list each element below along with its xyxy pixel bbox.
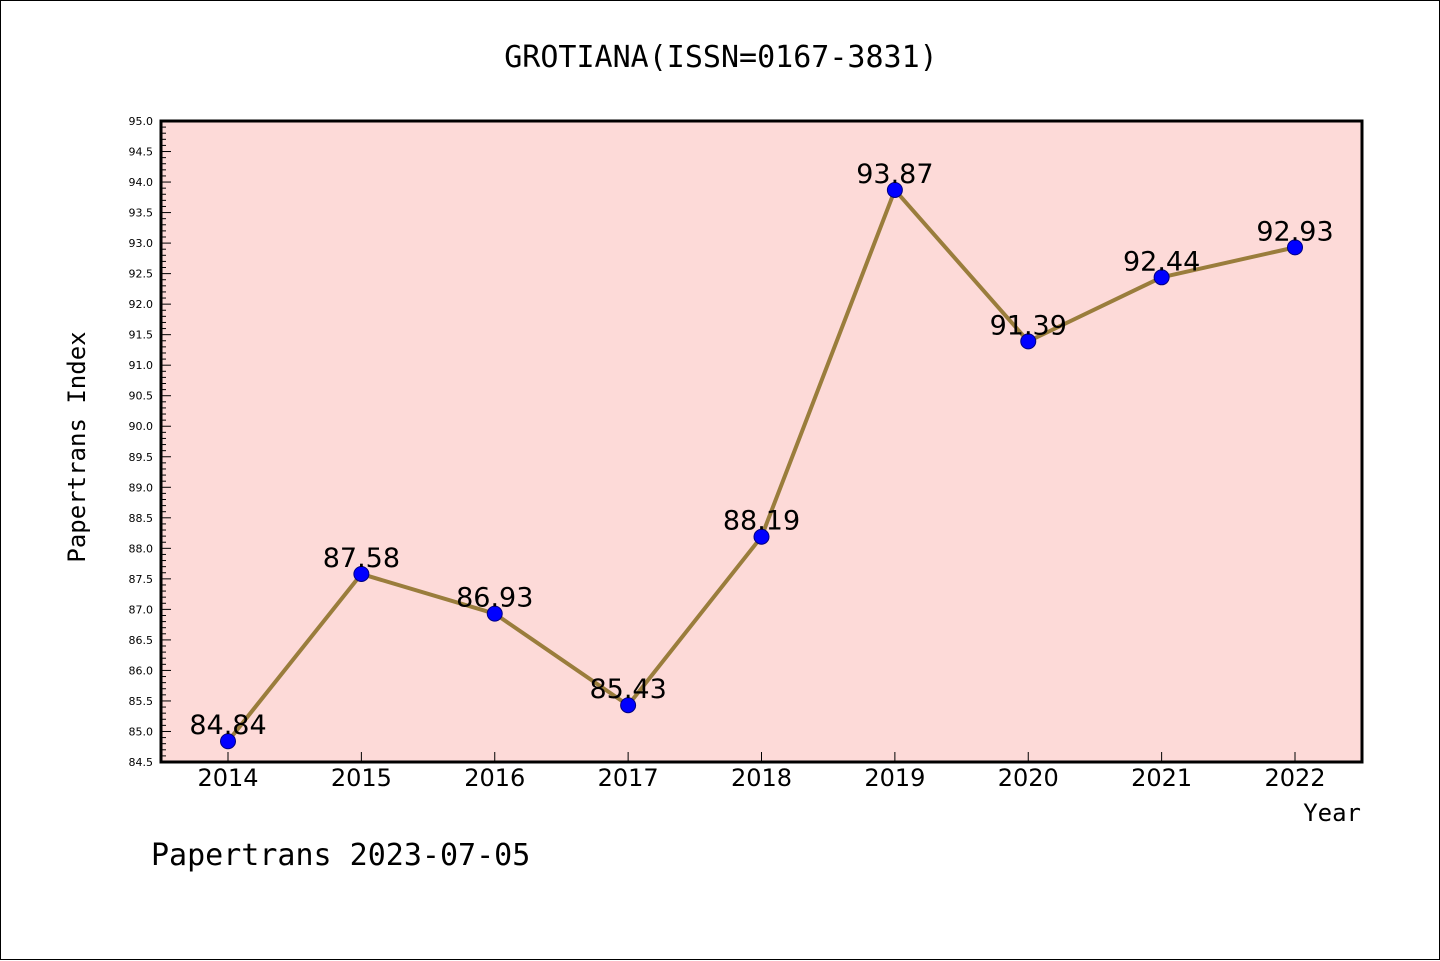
data-label: 87.58	[323, 543, 400, 574]
data-point	[353, 565, 370, 582]
y-tick-label: 85.5	[129, 695, 154, 708]
y-tick-label: 92.5	[129, 268, 154, 281]
plot-area	[161, 121, 1362, 762]
data-point	[486, 605, 503, 622]
data-label: 85.43	[589, 674, 666, 705]
y-tick-label: 89.0	[129, 481, 154, 494]
y-tick-label: 86.0	[129, 664, 154, 677]
y-tick-label: 94.0	[129, 176, 154, 189]
y-tick-label: 88.0	[129, 542, 154, 555]
y-tick-label: 87.0	[129, 603, 154, 616]
y-tick-label: 94.5	[129, 146, 154, 159]
x-tick-label: 2018	[731, 764, 792, 792]
y-tick-label: 90.5	[129, 390, 154, 403]
y-tick-label: 92.0	[129, 298, 154, 311]
y-tick-label: 93.5	[129, 207, 154, 220]
y-tick-label: 89.5	[129, 451, 154, 464]
y-axis: 84.5 85.0 85.5 86.0 86.5 87.0 87.5 88.0 88.5 89.0…	[129, 115, 171, 769]
x-tick-label: 2019	[864, 764, 925, 792]
y-tick-label: 91.5	[129, 329, 154, 342]
data-point	[753, 528, 770, 545]
y-axis-label: Papertrans Index	[63, 331, 91, 562]
data-label: 88.19	[723, 506, 800, 537]
y-tick-label: 90.0	[129, 420, 154, 433]
data-point	[1153, 269, 1170, 286]
x-tick-label: 2015	[331, 764, 392, 792]
x-tick-label: 2016	[464, 764, 525, 792]
data-point	[1020, 333, 1037, 350]
data-point	[620, 697, 637, 714]
data-label: 84.84	[189, 710, 266, 741]
y-tick-label: 85.0	[129, 725, 154, 738]
y-tick-label: 87.5	[129, 573, 154, 586]
data-point	[220, 733, 236, 750]
x-tick-label: 2014	[197, 764, 258, 792]
data-point	[886, 181, 903, 198]
plot-border	[159, 119, 1364, 764]
data-labels-group: 84.84 87.58 86.93 85.43 88.19 93.87 91.39 92.44…	[189, 159, 1333, 741]
data-label: 91.39	[990, 310, 1067, 341]
x-axis: 2014 2015 2016 2017 2018 2019 2020 2021 2022	[197, 752, 1326, 792]
chart-title: GROTIANA(ISSN=0167-3831)	[504, 40, 937, 75]
y-tick-label: 86.5	[129, 634, 154, 647]
data-label: 92.93	[1256, 216, 1333, 247]
y-tick-label: 84.5	[129, 756, 154, 769]
x-tick-label: 2021	[1131, 764, 1192, 792]
y-tick-label: 93.0	[129, 237, 154, 250]
data-label: 86.93	[456, 583, 533, 614]
x-tick-label: 2017	[598, 764, 659, 792]
data-label: 93.87	[856, 159, 933, 190]
y-tick-label: 95.0	[129, 115, 154, 128]
x-tick-label: 2020	[998, 764, 1059, 792]
y-tick-label: 88.5	[129, 512, 154, 525]
series-group	[220, 181, 1303, 750]
data-point	[1287, 239, 1303, 256]
data-label: 92.44	[1123, 246, 1200, 277]
y-tick-label: 91.0	[129, 359, 154, 372]
footer-credit: Papertrans 2023-07-05	[151, 838, 530, 873]
x-axis-label: Year	[1303, 799, 1361, 827]
x-tick-label: 2022	[1264, 764, 1325, 792]
